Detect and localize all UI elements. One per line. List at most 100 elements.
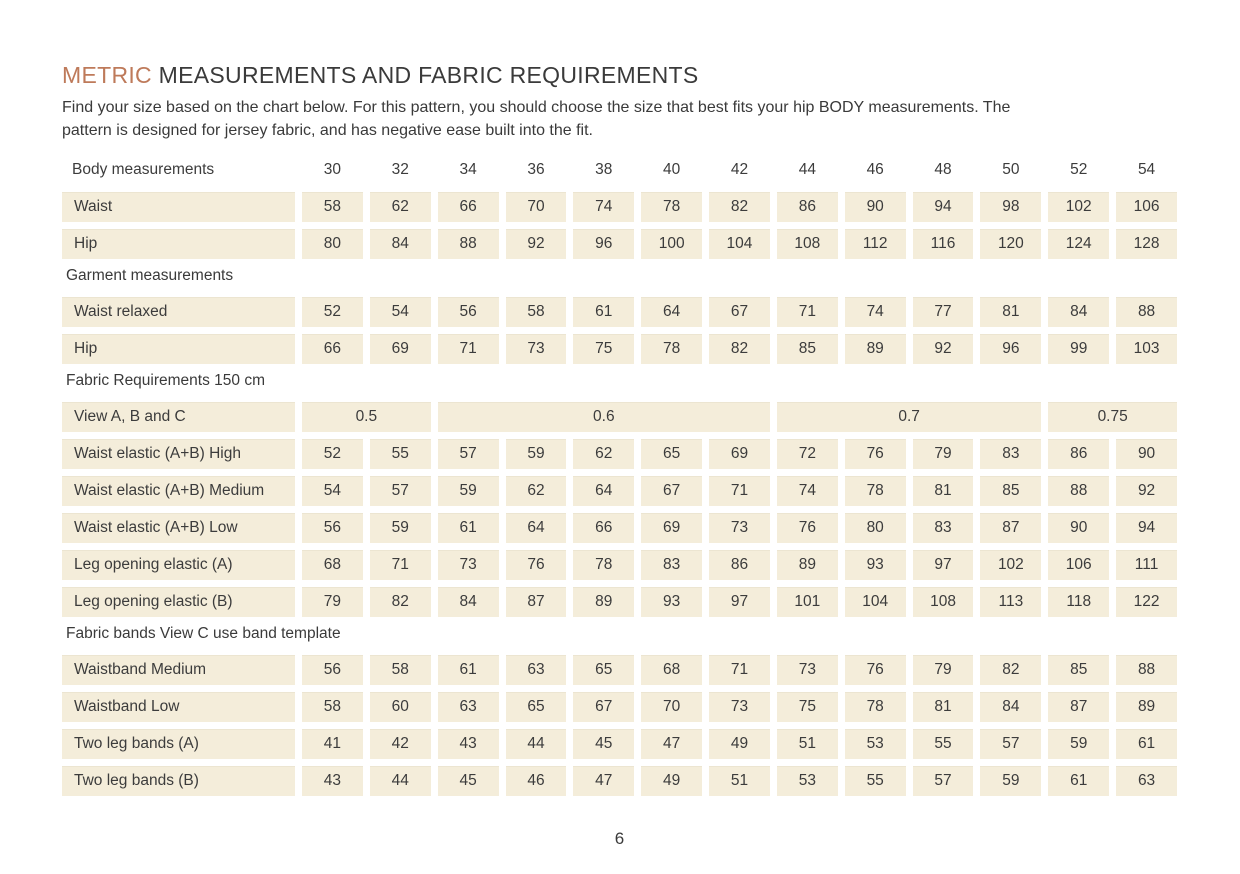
row-label: Hip (62, 229, 295, 259)
table-cell: 84 (980, 692, 1042, 722)
row-label: Waist elastic (A+B) Low (62, 513, 295, 543)
table-cell: 90 (1116, 439, 1177, 469)
row-label: Two leg bands (B) (62, 766, 295, 796)
table-cell: 73 (709, 692, 770, 722)
table-cell: 74 (776, 476, 838, 506)
table-cell: 71 (709, 655, 770, 685)
table-cell: 90 (844, 192, 906, 222)
table-cell: 76 (844, 439, 906, 469)
document-page: METRIC MEASUREMENTS AND FABRIC REQUIREME… (62, 62, 1177, 848)
table-cell: 106 (1116, 192, 1177, 222)
table-cell: 76 (505, 550, 567, 580)
table-cell: 93 (844, 550, 906, 580)
table-cell: 83 (641, 550, 703, 580)
table-cell: 86 (776, 192, 838, 222)
table-cell: 77 (912, 297, 974, 327)
table-cell: 102 (980, 550, 1042, 580)
size-header-cell: 48 (934, 161, 952, 178)
table-cell: 59 (369, 513, 431, 543)
table-cell: 64 (505, 513, 567, 543)
table-cell: 56 (302, 513, 363, 543)
table-cell: 44 (369, 766, 431, 796)
table-row: Waist elastic (A+B) Low 56 59 61 64 66 69 73 76 8… (62, 513, 1177, 543)
row-label: Waist (62, 192, 295, 222)
table-cell: 57 (980, 729, 1042, 759)
table-cell: 82 (369, 587, 431, 617)
table-cell: 55 (369, 439, 431, 469)
table-cell: 59 (1048, 729, 1110, 759)
row-label: Leg opening elastic (A) (62, 550, 295, 580)
table-cell: 64 (641, 297, 703, 327)
row-label: Waist elastic (A+B) High (62, 439, 295, 469)
table-cell: 67 (709, 297, 770, 327)
table-cell: 98 (980, 192, 1042, 222)
table-cell: 65 (505, 692, 567, 722)
table-cell: 61 (1048, 766, 1110, 796)
table-cell: 96 (980, 334, 1042, 364)
table-cell: 46 (505, 766, 567, 796)
table-cell: 69 (709, 439, 770, 469)
table-cell: 86 (709, 550, 770, 580)
table-cell: 69 (641, 513, 703, 543)
table-cell: 81 (912, 476, 974, 506)
table-cell: 67 (573, 692, 635, 722)
table-cell: 52 (302, 297, 363, 327)
table-cell: 108 (912, 587, 974, 617)
table-cell: 62 (369, 192, 431, 222)
table-cell: 58 (369, 655, 431, 685)
table-cell: 43 (437, 729, 499, 759)
table-cell: 45 (573, 729, 635, 759)
table-cell: 78 (641, 334, 703, 364)
table-cell: 94 (1116, 513, 1177, 543)
table-cell: 41 (302, 729, 363, 759)
table-cell: 122 (1116, 587, 1177, 617)
table-cell: 86 (1048, 439, 1110, 469)
table-cell: 63 (505, 655, 567, 685)
table-cell: 76 (844, 655, 906, 685)
table-cell: 106 (1048, 550, 1110, 580)
table-cell: 85 (1048, 655, 1110, 685)
table-cell: 68 (302, 550, 363, 580)
table-cell: 99 (1048, 334, 1110, 364)
row-label: Hip (62, 334, 295, 364)
table-cell: 73 (776, 655, 838, 685)
table-cell: 100 (641, 229, 703, 259)
table-row: Hip 66 69 71 73 75 78 82 85 89 92 96 99 103 (62, 334, 1177, 364)
span-cell: 0.5 (302, 402, 431, 432)
table-cell: 89 (573, 587, 635, 617)
table-row: Leg opening elastic (B) 79 82 84 87 89 93 97 101… (62, 587, 1177, 617)
table-cell: 49 (709, 729, 770, 759)
table-cell: 52 (302, 439, 363, 469)
table-cell: 70 (641, 692, 703, 722)
table-row: Waistband Low 58 60 63 65 67 70 73 75 78 81 84 87 89 (62, 692, 1177, 722)
table-cell: 60 (369, 692, 431, 722)
table-cell: 66 (302, 334, 363, 364)
table-cell: 55 (844, 766, 906, 796)
size-header-cell: 38 (595, 161, 613, 178)
table-cell: 88 (1116, 655, 1177, 685)
table-cell: 84 (1048, 297, 1110, 327)
section-heading: Fabric bands View C use band template (66, 625, 341, 642)
table-cell: 112 (844, 229, 906, 259)
size-header-cell: 52 (1070, 161, 1088, 178)
table-cell: 104 (844, 587, 906, 617)
table-cell: 58 (302, 692, 363, 722)
table-cell: 51 (709, 766, 770, 796)
table-cell: 128 (1116, 229, 1177, 259)
table-cell: 59 (980, 766, 1042, 796)
table-cell: 51 (776, 729, 838, 759)
row-label: Leg opening elastic (B) (62, 587, 295, 617)
table-cell: 54 (302, 476, 363, 506)
table-cell: 63 (1116, 766, 1177, 796)
table-cell: 92 (1116, 476, 1177, 506)
table-row: Waist elastic (A+B) Medium 54 57 59 62 64 67 71… (62, 476, 1177, 506)
table-cell: 102 (1048, 192, 1110, 222)
table-cell: 83 (980, 439, 1042, 469)
table-cell: 57 (369, 476, 431, 506)
section-heading: Fabric Requirements 150 cm (66, 372, 265, 389)
table-cell: 84 (437, 587, 499, 617)
table-cell: 58 (302, 192, 363, 222)
table-cell: 75 (573, 334, 635, 364)
size-header-cell: 34 (459, 161, 477, 178)
table-row: Waist elastic (A+B) High 52 55 57 59 62 65 69 72… (62, 439, 1177, 469)
